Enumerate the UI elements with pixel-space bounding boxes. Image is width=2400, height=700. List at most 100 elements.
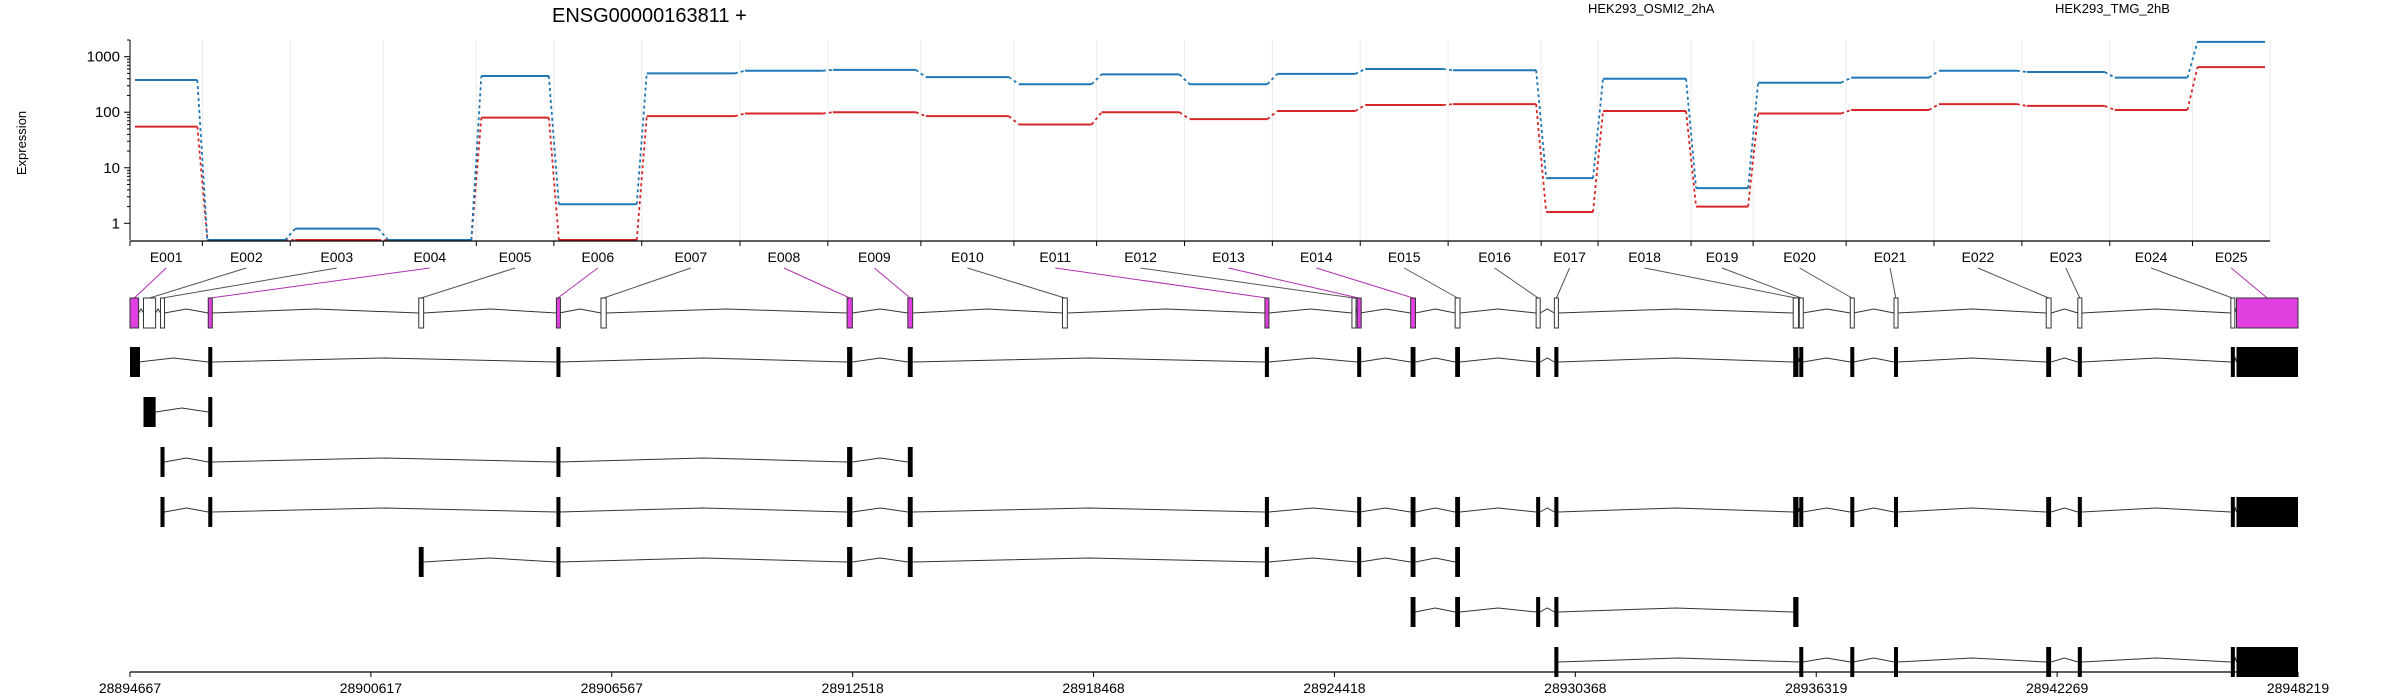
transcript-intron bbox=[1539, 357, 1555, 363]
series-connector bbox=[1354, 68, 1366, 75]
transcript-exon bbox=[208, 397, 213, 427]
series-connector bbox=[2104, 71, 2116, 79]
transcript-exon bbox=[1410, 597, 1416, 627]
x-tick-label: E023 bbox=[2049, 249, 2082, 265]
series-connector bbox=[1178, 73, 1191, 85]
transcript-intron bbox=[852, 357, 908, 363]
transcript-intron bbox=[1268, 357, 1358, 363]
x-tick-label: E013 bbox=[1212, 249, 1245, 265]
gene-intron bbox=[1539, 308, 1555, 314]
exon-connector bbox=[967, 267, 1066, 299]
x-tick-label: E016 bbox=[1478, 249, 1511, 265]
y-axis-label: Expression bbox=[14, 111, 29, 175]
x-tick-label: E002 bbox=[230, 249, 263, 265]
transcript-intron bbox=[912, 507, 1265, 513]
genomic-tick-label: 28918468 bbox=[1062, 680, 1125, 696]
gene-intron bbox=[1802, 308, 1851, 314]
transcript-intron bbox=[559, 507, 848, 513]
series-connector bbox=[822, 111, 833, 115]
transcript-exon bbox=[1357, 347, 1362, 377]
exon-axis: E001 E002 E003 E004 E005 E006 E007 E008 E009 E010… bbox=[129, 240, 2270, 265]
transcript-exon bbox=[1455, 547, 1461, 577]
x-tick-label: E007 bbox=[674, 249, 707, 265]
transcript-exon bbox=[1554, 647, 1559, 677]
transcript-intron bbox=[1853, 357, 1895, 363]
transcript-exon bbox=[556, 347, 561, 377]
gene-exon bbox=[1410, 297, 1416, 329]
series-connector bbox=[2186, 41, 2199, 78]
series-connector bbox=[635, 116, 648, 241]
transcript-exon bbox=[1850, 347, 1855, 377]
transcript-intron bbox=[2050, 357, 2078, 363]
gene-intron bbox=[1415, 308, 1456, 314]
genomic-tick-label: 28924418 bbox=[1303, 680, 1366, 696]
transcript-exon bbox=[1894, 347, 1899, 377]
transcript-6 bbox=[1410, 597, 1799, 627]
series-connector bbox=[1178, 111, 1191, 120]
transcript-intron bbox=[1897, 507, 2047, 513]
series-connector bbox=[915, 69, 927, 78]
transcript-intron bbox=[1558, 657, 1800, 663]
exon-connector bbox=[1403, 267, 1458, 299]
genomic-tick-label: 28942269 bbox=[2026, 680, 2089, 696]
gene-intron bbox=[1268, 308, 1352, 314]
exon-connector bbox=[874, 267, 911, 299]
gene-intron bbox=[1359, 308, 1411, 314]
gene-exon bbox=[2045, 297, 2052, 329]
series-connector bbox=[1928, 69, 1940, 79]
transcript-1 bbox=[130, 347, 2298, 377]
transcript-3 bbox=[160, 447, 913, 477]
transcript-intron bbox=[1539, 607, 1555, 613]
transcript-exon bbox=[208, 497, 213, 527]
transcript-exon bbox=[1799, 647, 1804, 677]
gene-exon bbox=[555, 297, 561, 329]
exon-connector bbox=[1316, 267, 1414, 299]
x-tick-label: E003 bbox=[320, 249, 353, 265]
gene-exon bbox=[418, 297, 425, 329]
transcript-exon bbox=[2230, 347, 2235, 377]
series-connector bbox=[1354, 104, 1366, 112]
gene-intron bbox=[559, 308, 602, 314]
transcript-exon bbox=[1455, 597, 1461, 627]
series-connector bbox=[547, 117, 560, 241]
transcript-exon bbox=[907, 347, 913, 377]
series-connector bbox=[1840, 109, 1852, 115]
transcript-intron bbox=[1802, 507, 1851, 513]
transcript-exon bbox=[1793, 497, 1799, 527]
series-connector bbox=[1443, 103, 1454, 106]
gene-intron bbox=[138, 308, 144, 314]
transcript-exon bbox=[1455, 347, 1461, 377]
x-tick-label: E001 bbox=[150, 249, 183, 265]
gene-exon bbox=[1454, 297, 1461, 329]
transcript-exon bbox=[907, 447, 913, 477]
exon-connector bbox=[1721, 267, 1802, 299]
exon-connector bbox=[1889, 267, 1897, 299]
exon-connectors bbox=[133, 267, 2268, 299]
transcript-exon bbox=[1554, 347, 1559, 377]
transcript-intron bbox=[1539, 507, 1555, 513]
exon-connector bbox=[1140, 267, 1355, 299]
series-connector bbox=[1090, 111, 1103, 126]
exon-connector bbox=[1977, 267, 2049, 299]
gene-exon bbox=[1893, 297, 1899, 329]
exon-connector bbox=[1228, 267, 1359, 299]
series-connector bbox=[1008, 115, 1020, 126]
transcript-intron bbox=[423, 557, 557, 563]
x-tick-label: E008 bbox=[768, 249, 801, 265]
transcript-intron bbox=[1558, 607, 1794, 613]
series-connector bbox=[1685, 110, 1697, 207]
transcript-exon bbox=[1850, 647, 1855, 677]
transcript-exon bbox=[2077, 497, 2082, 527]
gene-exon bbox=[1553, 297, 1559, 329]
transcript-exon bbox=[556, 497, 561, 527]
genomic-tick-label: 28894667 bbox=[99, 680, 162, 696]
exon-connector bbox=[1055, 267, 1267, 299]
transcript-intron bbox=[1802, 357, 1851, 363]
x-tick-label: E011 bbox=[1039, 249, 1071, 265]
transcript-exon bbox=[160, 447, 165, 477]
series-connector bbox=[734, 112, 746, 118]
transcript-intron bbox=[2081, 657, 2231, 663]
x-tick-label: E005 bbox=[499, 249, 532, 265]
transcript-exon bbox=[1357, 547, 1362, 577]
